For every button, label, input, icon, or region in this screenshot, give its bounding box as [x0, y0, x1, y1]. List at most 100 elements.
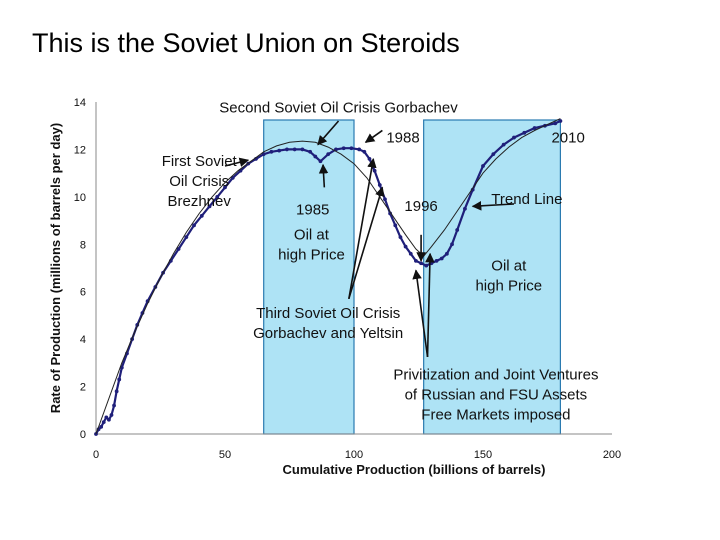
x-tick-label-150: 150	[474, 449, 492, 461]
y-tick-label-14: 14	[74, 97, 86, 109]
actual-production-point	[349, 146, 354, 151]
annotation-line: high Price	[278, 247, 345, 264]
actual-production-point	[501, 142, 506, 147]
y-tick-label-2: 2	[80, 382, 86, 394]
y-tick-label-0: 0	[80, 429, 86, 441]
actual-production-point	[362, 149, 367, 154]
annotation-line: Oil at	[294, 227, 330, 244]
actual-production-point	[192, 223, 196, 228]
annotation-arrow-3	[318, 163, 329, 188]
annotation-6: Oil at high Price	[278, 227, 345, 264]
annotation-line: 1988	[386, 129, 419, 146]
shaded-regions	[263, 119, 562, 435]
actual-production-point	[455, 228, 460, 232]
annotation-arrow-1	[364, 129, 383, 143]
actual-production-point	[403, 244, 408, 249]
annotation-arrow-8	[412, 269, 429, 358]
trend-line	[95, 118, 561, 435]
actual-production-point	[470, 187, 475, 192]
annotation-line: Third Soviet Oil Crisis	[256, 305, 400, 322]
tick-labels: 0 50 100 150 200 0 2 4 6 8 10 12 14	[74, 97, 621, 461]
actual-production-point	[341, 146, 346, 151]
y-tick-label-6: 6	[80, 287, 86, 299]
shaded-region-0	[263, 119, 355, 435]
annotation-arrow-2	[224, 157, 250, 167]
axes	[95, 102, 612, 435]
actual-production-point	[117, 377, 122, 382]
actual-production-point	[99, 424, 104, 429]
actual-production-point	[107, 417, 111, 422]
actual-production-point	[434, 258, 439, 263]
x-tick-label-200: 200	[603, 449, 621, 461]
annotation-7: 1996	[404, 198, 437, 215]
x-axis-label: Cumulative Production (billions of barre…	[283, 462, 546, 477]
actual-production-point	[491, 152, 496, 157]
annotation-line: high Price	[475, 277, 542, 294]
actual-production-point	[104, 415, 109, 420]
actual-production-point	[199, 213, 204, 218]
actual-production-point	[463, 206, 467, 211]
actual-production-point	[326, 152, 331, 157]
annotation-9: Third Soviet Oil Crisis Gorbachev and Yel…	[253, 305, 403, 342]
annotation-1: First Soviet Oil Crisis Brezhnev	[162, 153, 238, 210]
actual-production-point	[277, 148, 282, 153]
actual-production-point	[114, 389, 119, 394]
annotation-line: Second Soviet Oil Crisis Gorbachev	[219, 100, 458, 117]
actual-production-point	[292, 147, 297, 152]
actual-production-point	[269, 149, 274, 154]
annotation-line: 2010	[551, 129, 584, 146]
annotation-line: Gorbachev and Yeltsin	[253, 325, 403, 342]
actual-production-point	[308, 149, 313, 154]
actual-production-point	[215, 194, 220, 199]
x-tick-label-0: 0	[93, 449, 99, 461]
actual-production-point	[393, 223, 398, 228]
actual-production-point	[223, 185, 227, 190]
actual-production-point	[184, 235, 189, 240]
actual-production-point	[367, 157, 372, 161]
shaded-region-1	[423, 119, 562, 435]
actual-production-point	[176, 247, 181, 251]
actual-production-point	[318, 159, 323, 164]
annotation-arrow-5	[348, 157, 377, 299]
slide-title: This is the Soviet Union on Steroids	[32, 28, 460, 58]
annotation-2: 1988	[386, 129, 419, 146]
annotation-arrow-6	[348, 186, 385, 300]
annotation-line: Oil at	[491, 257, 527, 274]
actual-production-point	[398, 235, 403, 240]
annotation-arrow-0	[317, 120, 340, 146]
actual-production-point	[522, 130, 527, 135]
annotation-5: 1985	[296, 202, 329, 219]
actual-production-point	[553, 121, 558, 126]
actual-production-point	[372, 168, 377, 173]
annotation-line: First Soviet	[162, 153, 238, 170]
actual-production-point	[112, 403, 116, 408]
annotation-line: of Russian and FSU Assets	[405, 386, 588, 403]
annotation-3: 2010	[551, 129, 584, 146]
actual-production-point	[285, 147, 289, 152]
annotation-4: Trend Line	[491, 191, 562, 208]
actual-production-point	[512, 135, 516, 140]
x-tick-label-50: 50	[219, 449, 231, 461]
actual-production-point	[408, 251, 413, 256]
actual-production-point	[414, 258, 418, 263]
annotation-line: Trend Line	[491, 191, 562, 208]
annotation-line: Brezhnev	[168, 193, 232, 210]
actual-production-point	[424, 263, 429, 268]
annotation-line: 1996	[404, 198, 437, 215]
actual-production-point	[101, 420, 106, 425]
x-tick-label-100: 100	[345, 449, 363, 461]
annotation-line: Free Markets imposed	[421, 406, 570, 423]
actual-production-point	[300, 147, 305, 152]
y-tick-label-8: 8	[80, 239, 86, 251]
annotation-10: Privitization and Joint Ventures of Russi…	[393, 366, 598, 423]
actual-production-point	[383, 197, 387, 202]
annotation-line: Privitization and Joint Ventures	[393, 366, 598, 383]
y-tick-label-12: 12	[74, 144, 86, 156]
annotation-line: Oil Crisis	[169, 173, 229, 190]
actual-production-point	[419, 261, 423, 266]
y-axis-label: Rate of Production (millions of barrels …	[48, 123, 63, 413]
actual-production-point	[439, 256, 444, 261]
annotation-8: Oil at high Price	[475, 257, 542, 294]
actual-production-point	[109, 413, 114, 417]
